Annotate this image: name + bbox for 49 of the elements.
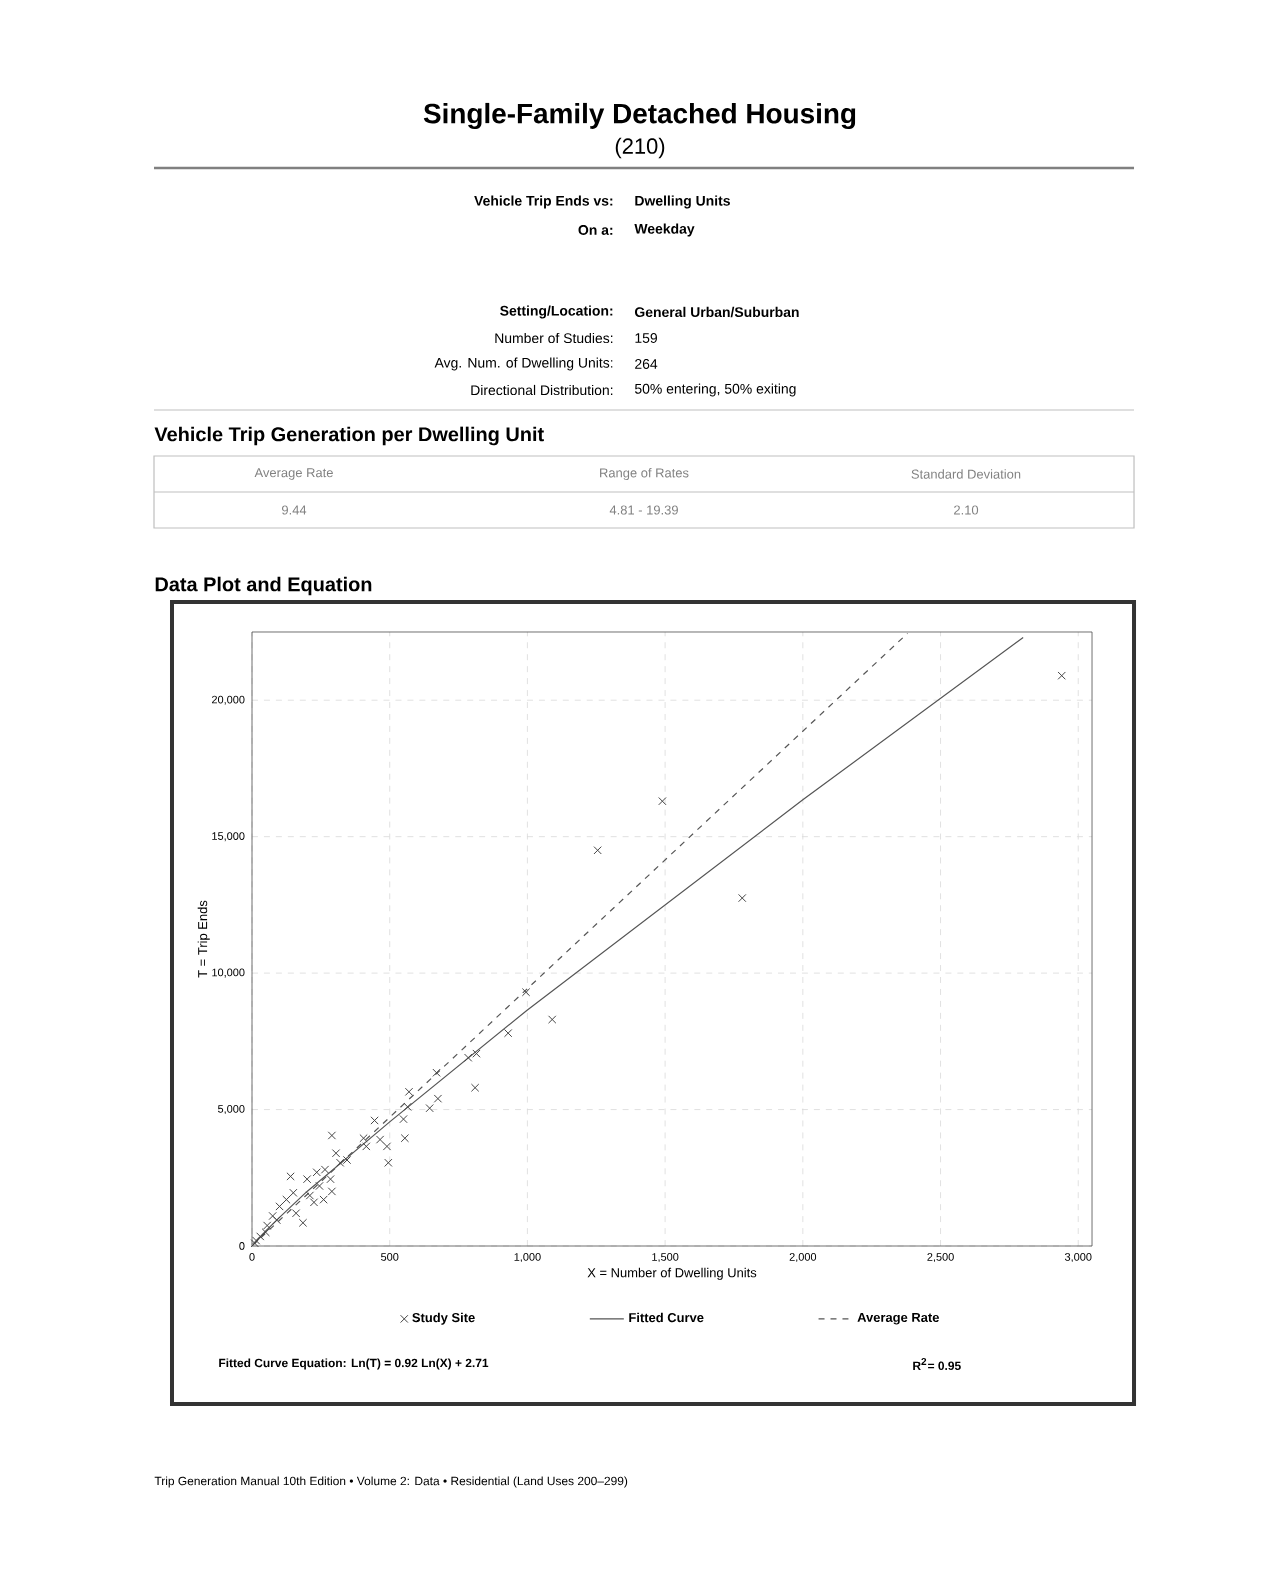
point [315,1181,324,1191]
point [593,846,602,855]
point [327,1187,337,1196]
point [384,1158,393,1167]
point [400,1134,410,1143]
point [256,1232,265,1241]
point [342,1155,352,1165]
point [432,1068,441,1077]
point [433,1094,443,1103]
point [382,1142,392,1151]
point [298,1218,308,1227]
point [738,893,747,903]
point [326,1174,335,1184]
point [275,1202,284,1211]
point [370,1116,379,1125]
point [320,1165,330,1174]
point [331,1149,341,1158]
point [302,1174,312,1184]
point [470,1083,480,1092]
point [359,1134,368,1143]
point [327,1131,337,1140]
point [272,1215,281,1225]
point [472,1049,481,1058]
point [286,1172,295,1181]
point [521,988,531,997]
point [548,1015,557,1024]
point [291,1209,301,1218]
chart-title: Single-Family Detached Housing [423,102,856,130]
point [250,1239,259,1248]
point [289,1188,298,1197]
point [404,1087,414,1096]
point [305,1191,315,1200]
point [335,1158,345,1167]
point [362,1142,371,1151]
point [375,1135,385,1144]
point [399,1114,408,1124]
point [261,1228,270,1237]
point [464,1053,473,1062]
text: Data Plot and Equation [155,576,372,596]
point [503,1028,513,1038]
point [268,1211,277,1221]
text: Vehicle Trip Generation per Dwelling Unit [154,426,544,446]
point [425,1104,434,1113]
point [658,797,667,806]
chart-subtitle: (210) [615,137,665,159]
point [262,1221,272,1230]
point [282,1195,291,1204]
point [403,1102,412,1111]
point [1057,671,1066,680]
